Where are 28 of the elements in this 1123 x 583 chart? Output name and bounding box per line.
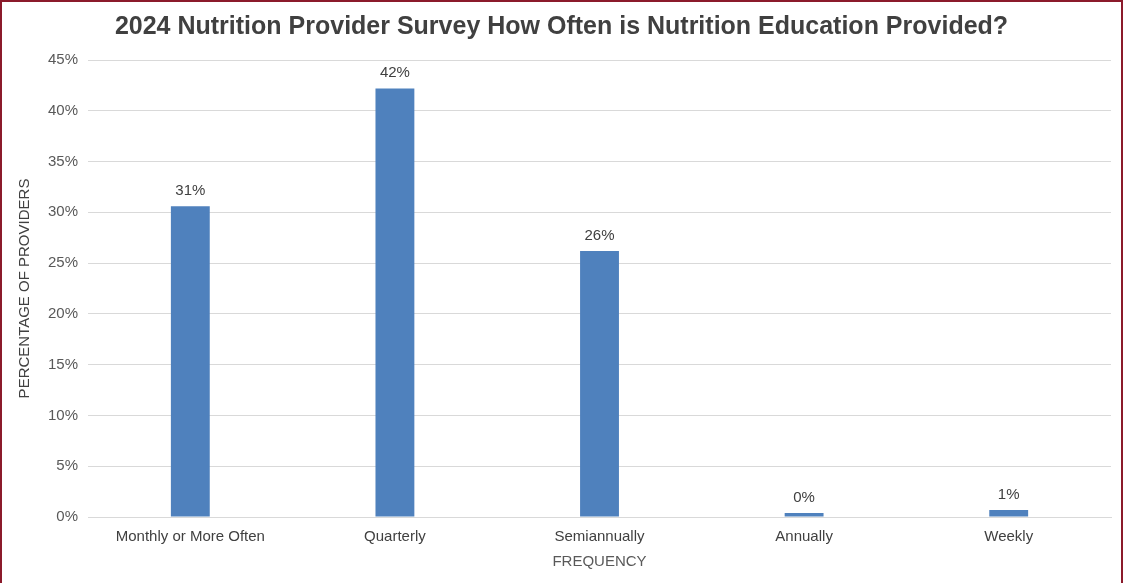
y-tick-label: 10% (47, 405, 79, 423)
x-tick-label: Semiannually (554, 527, 646, 545)
y-tick-label: 35% (47, 151, 79, 169)
y-tick-label: 15% (47, 354, 79, 372)
bar (580, 250, 619, 517)
y-tick-label: 25% (47, 253, 79, 271)
y-tick-label: 0% (56, 507, 79, 525)
y-tick-label: 30% (47, 202, 79, 220)
y-tick-label: 40% (47, 100, 79, 118)
y-axis-title: PERCENTAGE OF PROVIDERS (15, 178, 33, 399)
bar (989, 509, 1029, 517)
y-tick-label: 5% (56, 456, 79, 474)
x-axis-title: FREQUENCY (552, 552, 647, 570)
y-tick-label: 20% (47, 304, 79, 322)
data-label: 1% (997, 484, 1020, 502)
chart-title: 2024 Nutrition Provider Survey How Often is Nutrition Education Provided? (114, 10, 1009, 39)
data-label: 0% (793, 487, 815, 505)
x-tick-label: Monthly or More Often (115, 527, 265, 545)
bar (170, 206, 210, 517)
x-tick-label: Weekly (984, 527, 1034, 545)
data-label: 42% (379, 63, 410, 81)
bar (784, 512, 824, 517)
y-tick-label: 45% (47, 50, 79, 68)
x-tick-label: Quarterly (364, 527, 427, 545)
data-label: 26% (584, 225, 615, 243)
x-tick-label: Annually (775, 527, 834, 545)
bar (375, 88, 415, 517)
data-label: 31% (175, 180, 206, 198)
